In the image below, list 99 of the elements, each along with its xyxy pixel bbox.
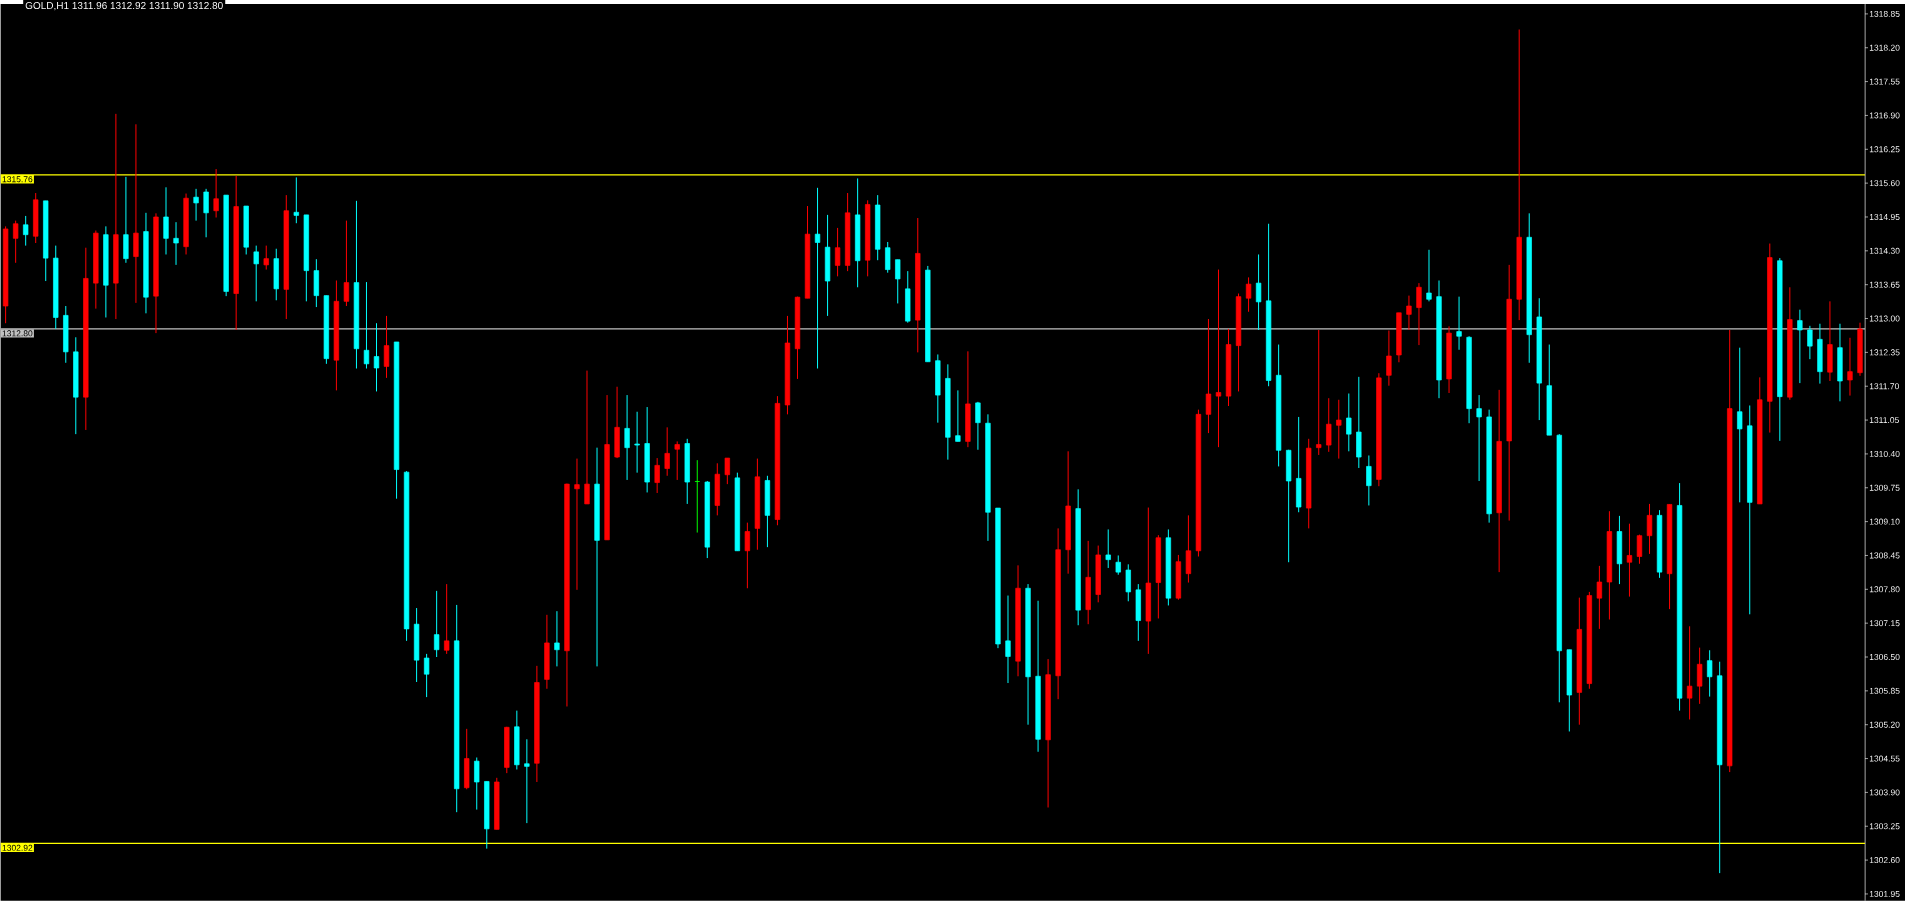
- candlestick: [1406, 295, 1412, 331]
- y-tick-label: 1314.30: [1869, 247, 1900, 254]
- candlestick: [133, 123, 139, 304]
- candlestick: [423, 653, 430, 698]
- candlestick: [574, 458, 580, 591]
- candlestick: [1686, 625, 1693, 720]
- candlestick: [1366, 454, 1372, 506]
- candlestick: [13, 220, 19, 264]
- candlestick: [1737, 347, 1743, 503]
- candlestick: [1326, 397, 1332, 453]
- candlestick: [834, 227, 841, 277]
- y-tick-label: 1311.05: [1869, 417, 1899, 424]
- candlestick: [163, 186, 169, 255]
- candlestick: [363, 281, 370, 369]
- candlestick: [1807, 325, 1813, 360]
- candlestick: [1336, 399, 1342, 460]
- y-tick-label: 1309.75: [1869, 484, 1900, 491]
- candlestick: [744, 522, 751, 589]
- candlestick: [724, 457, 730, 485]
- y-tick-label: 1313.65: [1869, 281, 1900, 288]
- candlestick: [1797, 309, 1803, 384]
- candlestick: [1696, 647, 1703, 705]
- y-tick-label: 1316.90: [1869, 112, 1900, 119]
- candlestick: [634, 411, 640, 474]
- candlestick: [193, 188, 199, 222]
- candlestick: [1125, 563, 1131, 602]
- candlestick: [654, 457, 660, 494]
- candlestick: [814, 187, 821, 369]
- y-tick-label: 1318.20: [1869, 44, 1900, 51]
- candlestick: [123, 176, 129, 264]
- y-tick-label: 1303.25: [1869, 823, 1900, 830]
- candlestick: [1346, 392, 1352, 452]
- y-tick-label: 1311.70: [1869, 383, 1899, 390]
- candlestick: [433, 590, 440, 658]
- candlestick: [1105, 528, 1111, 569]
- candlestick: [664, 426, 670, 477]
- y-tick-label: 1306.50: [1869, 653, 1900, 660]
- candlestick: [1255, 253, 1262, 331]
- candlestick: [1005, 595, 1011, 684]
- y-tick-label: 1314.95: [1869, 213, 1900, 220]
- candlestick: [1316, 329, 1322, 456]
- candlestick: [474, 756, 480, 811]
- y-tick-label: 1308.45: [1869, 552, 1900, 559]
- ref-line-label: 1315.76: [2, 176, 33, 183]
- candlestick: [674, 440, 680, 481]
- candlestick: [1626, 523, 1633, 598]
- candlestick: [213, 168, 219, 218]
- candlestick: [373, 322, 380, 392]
- candlestick: [1185, 514, 1192, 583]
- candlestick: [1205, 318, 1212, 434]
- y-tick-label: 1312.35: [1869, 349, 1900, 356]
- candlestick: [975, 401, 981, 451]
- candlestick: [1456, 296, 1462, 351]
- candlestick: [1245, 276, 1252, 313]
- candlestick: [885, 241, 891, 274]
- candlestick: [1847, 337, 1853, 397]
- candlestick: [1416, 282, 1422, 346]
- y-tick-label: 1307.80: [1869, 586, 1900, 593]
- y-tick-label: 1309.10: [1869, 518, 1900, 525]
- candlestick: [343, 220, 350, 307]
- y-tick-label: 1302.60: [1869, 857, 1900, 864]
- ref-line-label: 1302.92: [2, 844, 33, 851]
- y-tick-label: 1313.00: [1869, 315, 1900, 322]
- y-tick-label: 1315.60: [1869, 180, 1900, 187]
- candlestick: [1215, 269, 1222, 448]
- candlestick: [263, 245, 269, 271]
- chart-title: GOLD,H1 1311.96 1312.92 1311.90 1312.80: [25, 1, 223, 11]
- candlestick: [895, 259, 901, 304]
- candlestick: [624, 394, 630, 481]
- y-tick-label: 1303.90: [1869, 789, 1900, 796]
- candlestick: [1596, 565, 1603, 630]
- candlestick: [444, 583, 450, 655]
- candlestick: [524, 738, 530, 824]
- candlestick: [1386, 329, 1392, 387]
- candlestick: [1476, 394, 1482, 482]
- candlestick: [1636, 534, 1643, 565]
- y-tick-label: 1304.55: [1869, 755, 1900, 762]
- ref-line-label: 1312.80: [2, 330, 33, 337]
- candlestick: [383, 315, 390, 379]
- y-tick-label: 1317.55: [1869, 78, 1900, 85]
- y-tick-label: 1305.20: [1869, 721, 1900, 728]
- candlestick: [23, 215, 29, 247]
- y-tick-label: 1316.25: [1869, 146, 1900, 153]
- candlestick: [203, 188, 209, 238]
- candlestick: [554, 610, 560, 667]
- candlestick: [1706, 649, 1713, 698]
- candlestick: [584, 370, 590, 505]
- y-tick-label: 1318.85: [1869, 10, 1900, 17]
- candlestick: [173, 221, 179, 266]
- y-tick-label: 1301.95: [1869, 890, 1900, 897]
- candlestick: [1646, 503, 1653, 555]
- candlestick: [253, 245, 259, 302]
- candlestick: [293, 176, 299, 224]
- y-tick-label: 1307.15: [1869, 620, 1900, 627]
- candlestick: [1426, 249, 1432, 302]
- candlestick: [1115, 554, 1121, 576]
- y-tick-label: 1305.85: [1869, 687, 1900, 694]
- y-tick-label: 1310.40: [1869, 450, 1900, 457]
- candlestick: [955, 389, 961, 442]
